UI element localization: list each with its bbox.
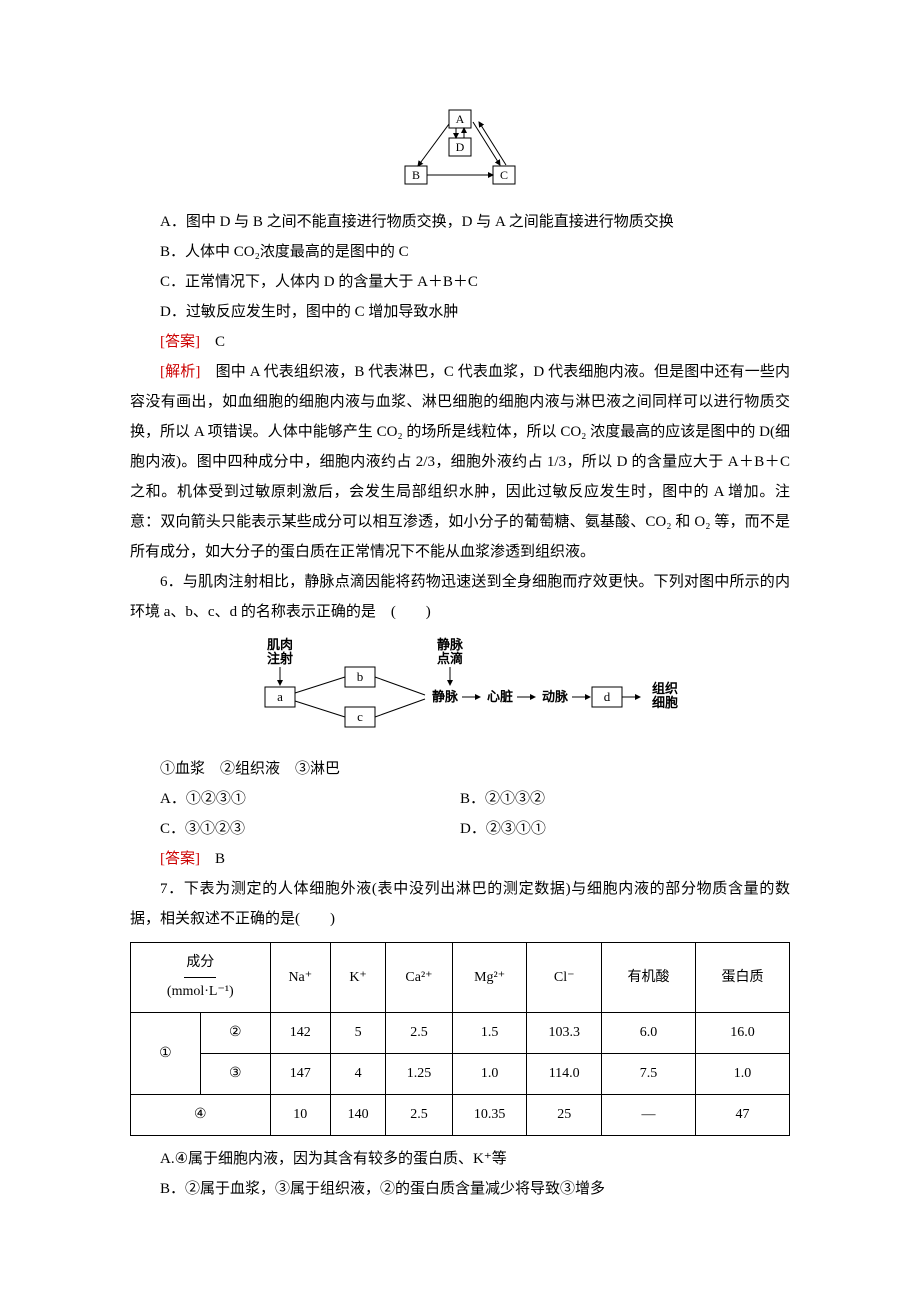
col-k: K⁺	[330, 943, 385, 1013]
col-na: Na⁺	[270, 943, 330, 1013]
q5-option-a: A．图中 D 与 B 之间不能直接进行物质交换，D 与 A 之间能直接进行物质交…	[130, 207, 790, 237]
group1-label: ①	[131, 1013, 201, 1095]
q5-analysis: [解析] 图中 A 代表组织液，B 代表淋巴，C 代表血浆，D 代表细胞内液。但…	[130, 357, 790, 567]
svg-text:静脉: 静脉	[437, 637, 464, 652]
q6-options-row2: C．③①②③ D．②③①①	[130, 814, 790, 844]
header-unit: 成分 (mmol·L⁻¹)	[131, 943, 271, 1013]
q6-diagram: 肌肉 注射 静脉 点滴 a b c 静脉 心脏 动脉 d 组织 细胞	[130, 635, 790, 746]
svg-text:注射: 注射	[267, 651, 293, 666]
svg-text:a: a	[277, 689, 283, 704]
analysis-label: [解析]	[160, 364, 200, 380]
svg-text:A: A	[456, 112, 465, 126]
q7-table: 成分 (mmol·L⁻¹) Na⁺ K⁺ Ca²⁺ Mg²⁺ Cl⁻ 有机酸 蛋…	[130, 942, 790, 1136]
svg-text:静脉: 静脉	[432, 689, 459, 704]
q6-stem: 6．与肌肉注射相比，静脉点滴因能将药物迅速送到全身细胞而疗效更快。下列对图中所示…	[130, 567, 790, 627]
q5-analysis-text: 图中 A 代表组织液，B 代表淋巴，C 代表血浆，D 代表细胞内液。但是图中还有…	[130, 364, 790, 560]
cell: 142	[270, 1013, 330, 1054]
cell: 6.0	[602, 1013, 696, 1054]
cell: 103.3	[527, 1013, 602, 1054]
col-cl: Cl⁻	[527, 943, 602, 1013]
svg-text:点滴: 点滴	[437, 651, 463, 666]
cell: 1.0	[452, 1054, 527, 1095]
svg-text:C: C	[500, 168, 508, 182]
svg-text:细胞: 细胞	[652, 695, 678, 710]
col-protein: 蛋白质	[695, 943, 789, 1013]
cell: 2.5	[386, 1095, 453, 1136]
q7-option-a: A.④属于细胞内液，因为其含有较多的蛋白质、K⁺等	[130, 1144, 790, 1174]
table-row: ① ② 142 5 2.5 1.5 103.3 6.0 16.0	[131, 1013, 790, 1054]
q7-option-b: B．②属于血浆，③属于组织液，②的蛋白质含量减少将导致③增多	[130, 1174, 790, 1204]
q6-legend: ①血浆 ②组织液 ③淋巴	[130, 754, 790, 784]
q6-diagram-svg: 肌肉 注射 静脉 点滴 a b c 静脉 心脏 动脉 d 组织 细胞	[230, 635, 690, 735]
cell: 114.0	[527, 1054, 602, 1095]
col-mg: Mg²⁺	[452, 943, 527, 1013]
cell: 140	[330, 1095, 385, 1136]
table-row: ③ 147 4 1.25 1.0 114.0 7.5 1.0	[131, 1054, 790, 1095]
cell: 1.25	[386, 1054, 453, 1095]
q5-answer-value: C	[215, 334, 225, 350]
cell: 10.35	[452, 1095, 527, 1136]
cell: 4	[330, 1054, 385, 1095]
svg-text:组织: 组织	[652, 681, 678, 696]
row-label: ③	[200, 1054, 270, 1095]
cell: 2.5	[386, 1013, 453, 1054]
svg-text:b: b	[357, 669, 364, 684]
q5-option-b: B．人体中 CO₂浓度最高的是图中的 C	[130, 237, 790, 267]
cell: 147	[270, 1054, 330, 1095]
q7-stem: 7．下表为测定的人体细胞外液(表中没列出淋巴的测定数据)与细胞内液的部分物质含量…	[130, 874, 790, 934]
svg-text:动脉: 动脉	[542, 689, 569, 704]
cell: 10	[270, 1095, 330, 1136]
q6-option-a: A．①②③①	[130, 784, 460, 814]
row-label: ②	[200, 1013, 270, 1054]
q5-diagram-svg: A D B C	[390, 108, 530, 188]
row-label: ④	[131, 1095, 271, 1136]
col-ca: Ca²⁺	[386, 943, 453, 1013]
table-header-row: 成分 (mmol·L⁻¹) Na⁺ K⁺ Ca²⁺ Mg²⁺ Cl⁻ 有机酸 蛋…	[131, 943, 790, 1013]
q5-option-d: D．过敏反应发生时，图中的 C 增加导致水肿	[130, 297, 790, 327]
header-unit-top: 成分	[184, 949, 216, 978]
svg-text:肌肉: 肌肉	[267, 637, 293, 652]
q6-options-row1: A．①②③① B．②①③②	[130, 784, 790, 814]
cell: 5	[330, 1013, 385, 1054]
answer-label: [答案]	[160, 334, 200, 350]
cell: 25	[527, 1095, 602, 1136]
col-organic: 有机酸	[602, 943, 696, 1013]
table-row: ④ 10 140 2.5 10.35 25 — 47	[131, 1095, 790, 1136]
q6-option-c: C．③①②③	[130, 814, 460, 844]
q6-answer: [答案] B	[130, 844, 790, 874]
svg-text:d: d	[604, 689, 611, 704]
q6-answer-value: B	[215, 851, 225, 867]
cell: 47	[695, 1095, 789, 1136]
answer-label: [答案]	[160, 851, 200, 867]
cell: 16.0	[695, 1013, 789, 1054]
q6-option-b: B．②①③②	[460, 784, 790, 814]
q5-option-c: C．正常情况下，人体内 D 的含量大于 A＋B＋C	[130, 267, 790, 297]
header-unit-bottom: (mmol·L⁻¹)	[167, 984, 234, 999]
cell: —	[602, 1095, 696, 1136]
q5-diagram: A D B C	[130, 108, 790, 199]
cell: 1.5	[452, 1013, 527, 1054]
cell: 7.5	[602, 1054, 696, 1095]
svg-text:c: c	[357, 709, 363, 724]
q5-answer: [答案] C	[130, 327, 790, 357]
svg-text:心脏: 心脏	[487, 689, 513, 704]
q6-option-d: D．②③①①	[460, 814, 790, 844]
svg-text:B: B	[412, 168, 420, 182]
svg-text:D: D	[456, 140, 465, 154]
cell: 1.0	[695, 1054, 789, 1095]
